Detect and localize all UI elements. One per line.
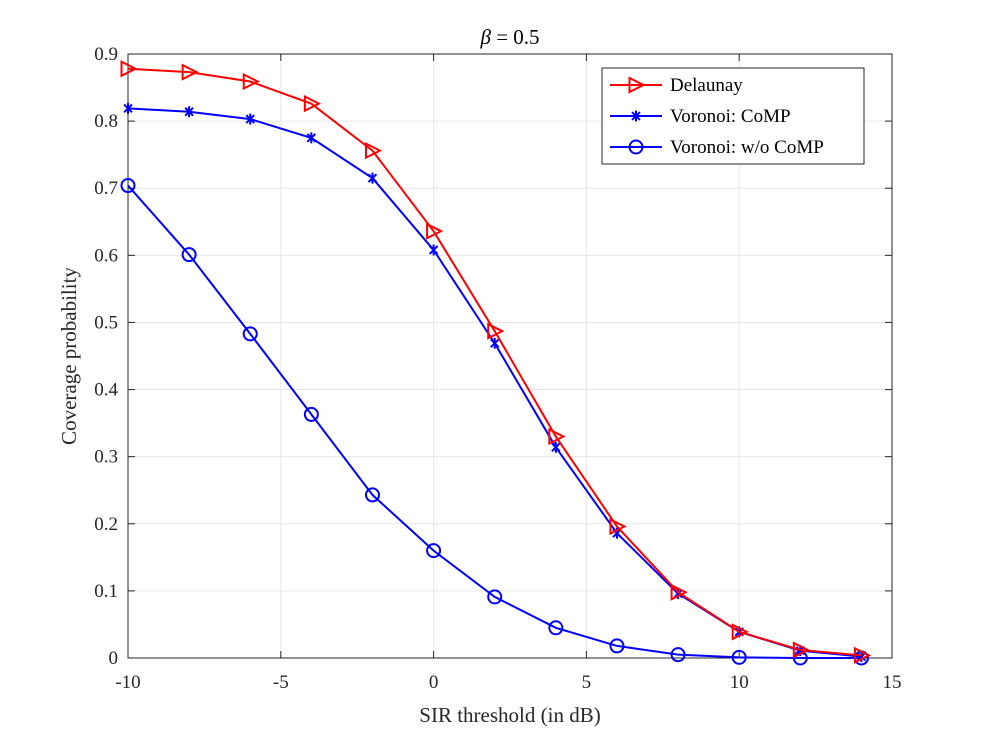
legend-entry-delaunay: Delaunay (610, 75, 743, 96)
asterisk-stroke (428, 245, 439, 255)
data-point-delaunay (792, 641, 811, 659)
legend-label: Voronoi: CoMP (670, 106, 791, 127)
series-line-voronoi-w-o-comp (127, 184, 862, 659)
legend-label: Delaunay (670, 75, 743, 96)
x-tick-label: 10 (730, 672, 749, 693)
data-point-delaunay (242, 72, 260, 91)
data-point-voronoi-comp (245, 113, 255, 125)
data-point-voronoi-w-o-comp (181, 247, 197, 263)
data-point-voronoi-comp (306, 132, 317, 144)
y-axis-label: Coverage probability (57, 267, 81, 445)
asterisk-stroke (367, 173, 378, 183)
data-point-delaunay (487, 322, 505, 340)
x-tick-label: -5 (273, 672, 289, 693)
data-point-voronoi-comp (428, 244, 439, 256)
data-point-voronoi-w-o-comp (731, 649, 747, 665)
asterisk-stroke (123, 103, 133, 114)
legend-marker (631, 110, 641, 122)
y-tick-label: 0.3 (94, 447, 118, 468)
plot-frame (127, 53, 893, 659)
y-tick-label: 0.1 (94, 581, 118, 602)
data-point-delaunay (731, 623, 749, 641)
series-voronoi-w-o-comp (120, 178, 869, 666)
data-point-voronoi-w-o-comp (670, 647, 686, 663)
data-point-delaunay (548, 427, 566, 446)
x-tick-label: -10 (115, 672, 140, 693)
asterisk-stroke (551, 442, 561, 452)
legend-label: Voronoi: w/o CoMP (670, 137, 824, 158)
data-point-voronoi-w-o-comp (426, 543, 442, 559)
data-point-voronoi-comp (184, 106, 194, 118)
y-tick-label: 0.8 (94, 111, 118, 132)
asterisk-stroke (631, 111, 641, 121)
asterisk-stroke (306, 133, 317, 143)
data-point-delaunay (670, 583, 688, 601)
legend-entry-voronoi-w-o-comp: Voronoi: w/o CoMP (610, 137, 824, 158)
data-point-voronoi-w-o-comp (242, 326, 258, 342)
asterisk-stroke (245, 114, 255, 124)
data-point-delaunay (853, 646, 872, 664)
asterisk-stroke (490, 338, 500, 348)
series-layer (120, 60, 872, 666)
data-point-voronoi-w-o-comp (548, 620, 564, 636)
y-tick-label: 0.7 (94, 178, 118, 199)
series-line-delaunay (127, 67, 862, 657)
data-point-voronoi-comp (490, 337, 500, 349)
data-point-voronoi-w-o-comp (487, 589, 503, 605)
data-point-delaunay (426, 222, 444, 240)
title-symbol: β (479, 25, 491, 49)
y-tick-label: 0.5 (94, 312, 118, 333)
data-point-voronoi-w-o-comp (303, 406, 319, 422)
data-point-delaunay (364, 142, 383, 160)
x-tick-label: 5 (582, 672, 592, 693)
y-tick-label: 0.4 (94, 380, 118, 401)
data-point-voronoi-comp (123, 102, 133, 114)
data-point-delaunay (120, 60, 138, 78)
legend: Delaunay Voronoi: CoMP Voronoi: w/o CoMP (601, 67, 865, 165)
legend-entries: Delaunay Voronoi: CoMP Voronoi: w/o CoMP (610, 75, 824, 158)
chart-title: β = 0.5 (479, 25, 539, 49)
asterisk-stroke (184, 107, 194, 117)
data-point-delaunay (609, 517, 627, 536)
data-point-voronoi-w-o-comp (364, 487, 380, 503)
y-tick-label: 0.2 (94, 514, 118, 535)
x-tick-label: 0 (429, 672, 439, 693)
data-point-voronoi-w-o-comp (609, 638, 625, 654)
x-tick-label: 15 (883, 672, 902, 693)
legend-entry-voronoi-comp: Voronoi: CoMP (610, 106, 791, 127)
axis-ticks: -10 -5 0 5 10 15 0 0.1 0.2 0.3 0.4 0.5 0.6 0.7 0.8 0.9 (94, 44, 901, 693)
y-tick-label: 0.6 (94, 245, 118, 266)
data-point-delaunay (303, 95, 322, 113)
y-tick-label: 0 (109, 648, 119, 669)
legend-marker (628, 139, 644, 155)
title-value: = 0.5 (491, 25, 540, 49)
data-point-voronoi-w-o-comp (120, 178, 136, 194)
x-axis-label: SIR threshold (in dB) (419, 703, 600, 727)
legend-marker (628, 76, 646, 94)
data-point-voronoi-comp (551, 441, 561, 453)
data-point-delaunay (181, 63, 199, 81)
data-point-voronoi-comp (367, 172, 378, 184)
y-tick-label: 0.9 (94, 44, 118, 65)
series-delaunay (120, 60, 872, 664)
